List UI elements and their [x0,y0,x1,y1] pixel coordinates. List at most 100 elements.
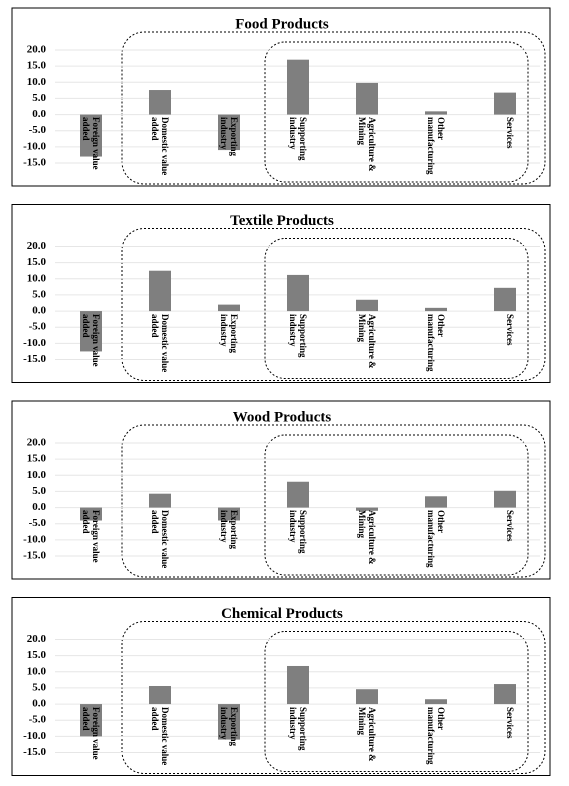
x-tick-label: Supporting industry [288,510,308,554]
bar [425,496,447,508]
bar [356,82,378,115]
x-tick-label: Other manufacturing [426,313,446,372]
y-tick-label: 15.0 [27,649,47,661]
x-tick-label: Other manufacturing [426,117,446,175]
bar [149,270,171,312]
panel-frame [11,204,551,383]
bar [287,59,309,115]
y-tick-label: -15.0 [23,746,46,758]
bar [356,689,378,705]
y-tick-label: 0.0 [32,698,46,710]
y-tick-label: 0.0 [32,501,46,513]
y-tick-label: 10.0 [27,272,47,284]
panel-frame [11,7,551,187]
bar [218,507,240,521]
bar [80,311,102,352]
outer-group [121,31,546,185]
bar [218,704,240,740]
x-tick-label: Foreign value added [81,706,101,760]
bar [80,704,102,737]
bar [494,490,516,508]
y-tick-label: 10.0 [27,76,47,88]
bar [494,92,516,115]
x-tick-label: Other manufacturing [426,510,446,568]
x-tick-label: Exporting industry [219,706,239,746]
bar [218,114,240,151]
bar [149,493,171,508]
bar [218,304,240,312]
y-tick-label: -10.0 [23,730,46,742]
x-tick-label: Services [505,706,515,739]
outer-group [121,621,546,774]
y-tick-label: 10.0 [27,665,47,677]
x-tick-label: Supporting industry [288,706,308,751]
x-tick-label: Exporting industry [219,313,239,353]
x-tick-label: Foreign value added [81,510,101,563]
bar [80,507,102,521]
x-tick-label: Agriculture & Mining [357,313,377,369]
x-tick-label: Domestic value added [150,706,170,765]
panel-frame [11,597,551,776]
chart-title: Textile Products [230,213,334,229]
y-tick-label: 20.0 [27,240,47,252]
y-tick-label: -15.0 [23,157,46,169]
y-tick-label: 20.0 [27,633,47,645]
y-tick-label: 20.0 [27,437,47,449]
chart-title: Chemical Products [221,606,343,622]
bar [287,274,309,312]
x-tick-label: Domestic value added [150,510,170,569]
bar [356,507,378,511]
bar [425,307,447,312]
bar [287,481,309,508]
x-tick-label: Agriculture & Mining [357,510,377,565]
y-tick-label: -10.0 [23,140,46,152]
y-tick-label: -5.0 [29,714,47,726]
bar [494,684,516,705]
panel-frame [11,400,551,580]
y-tick-label: 15.0 [27,453,47,465]
x-tick-label: Foreign value added [81,117,101,170]
x-tick-label: Domestic value added [150,117,170,176]
bar [149,90,171,115]
x-tick-label: Foreign value added [81,313,101,367]
y-tick-label: 5.0 [32,485,46,497]
bar [425,699,447,705]
y-tick-label: 10.0 [27,469,47,481]
y-tick-label: -10.0 [23,533,46,545]
outer-group [121,228,546,381]
inner-group [264,631,529,772]
y-tick-label: -15.0 [23,550,46,562]
y-tick-label: 5.0 [32,92,46,104]
inner-group [264,41,529,183]
bar [494,287,516,312]
x-tick-label: Supporting industry [288,117,308,161]
y-tick-label: 15.0 [27,60,47,72]
x-tick-label: Other manufacturing [426,706,446,765]
inner-group [264,434,529,576]
chart-title: Wood Products [233,409,332,425]
y-tick-label: 0.0 [32,305,46,317]
x-tick-label: Exporting industry [219,510,239,550]
chart-title: Food Products [235,16,329,32]
x-tick-label: Supporting industry [288,313,308,358]
y-tick-label: -5.0 [29,517,47,529]
bar [149,685,171,705]
y-tick-label: -10.0 [23,337,46,349]
x-tick-label: Agriculture & Mining [357,706,377,762]
x-tick-label: Domestic value added [150,313,170,372]
x-tick-label: Services [505,313,515,346]
y-tick-label: -5.0 [29,321,47,333]
y-tick-label: 15.0 [27,256,47,268]
bar [425,111,447,115]
outer-group [121,424,546,578]
y-tick-label: 0.0 [32,108,46,120]
x-tick-label: Services [505,510,515,542]
x-tick-label: Exporting industry [219,117,239,157]
bar [80,114,102,157]
inner-group [264,238,529,379]
x-tick-label: Agriculture & Mining [357,117,377,172]
bar [356,299,378,312]
bar [287,665,309,705]
y-tick-label: 20.0 [27,44,47,56]
